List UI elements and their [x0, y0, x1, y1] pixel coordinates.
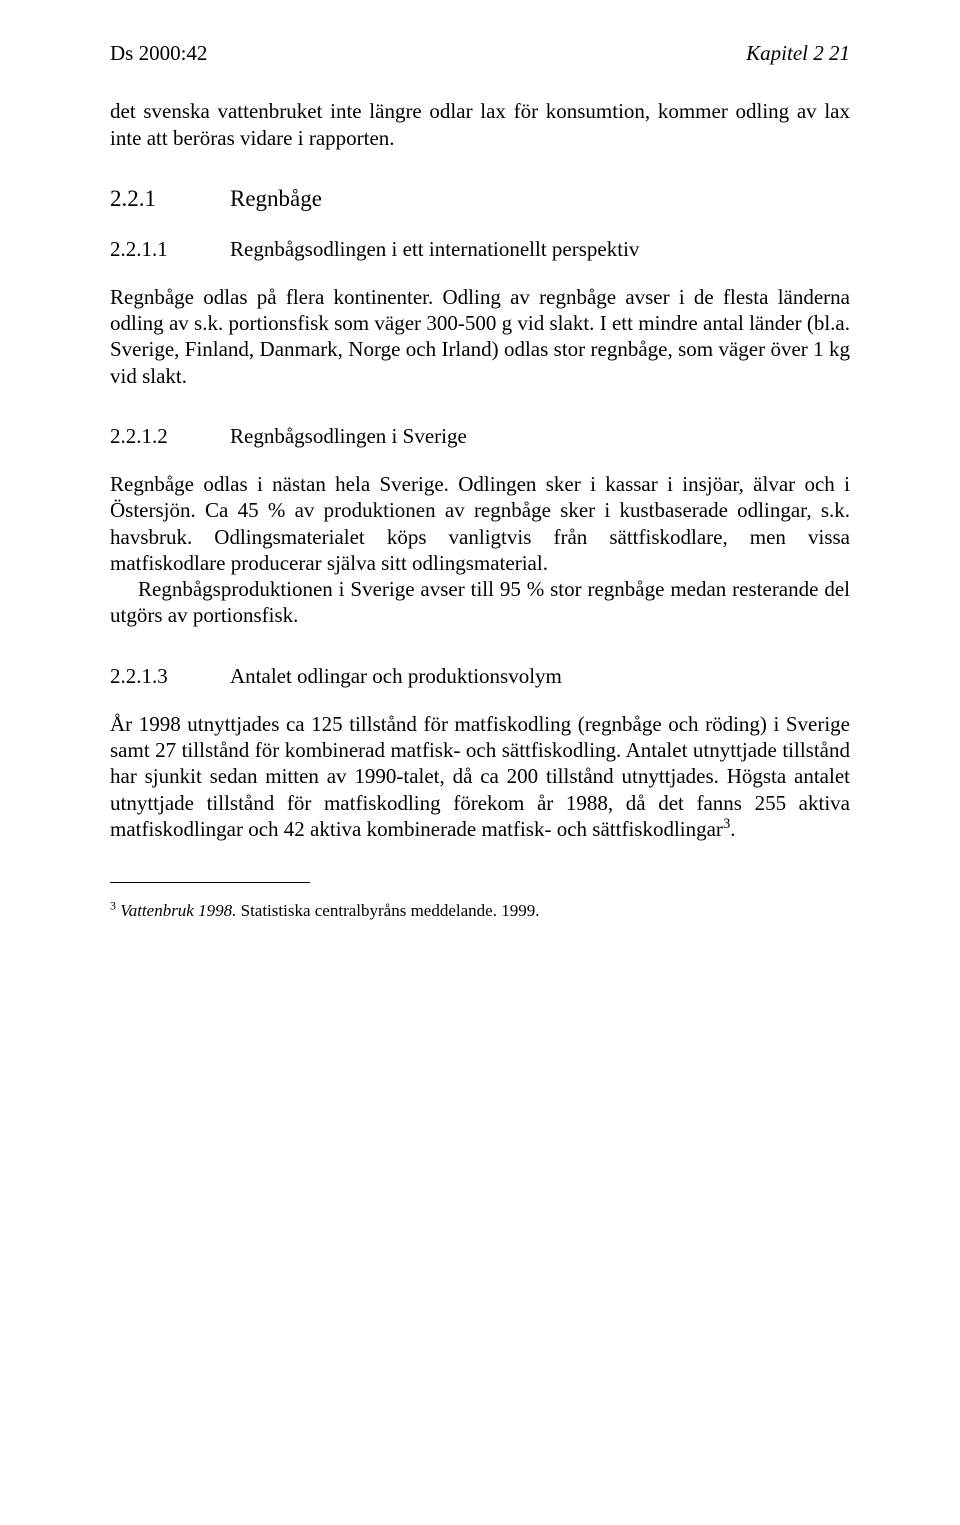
section-2-2-1-1-body: Regnbåge odlas på flera kontinenter. Odl…: [110, 284, 850, 389]
body-post: .: [730, 817, 735, 841]
footnote: 3 Vattenbruk 1998. Statistiska centralby…: [110, 900, 850, 921]
header-left: Ds 2000:42: [110, 40, 207, 66]
footnote-separator: [110, 882, 310, 883]
subsection-number: 2.2.1.3: [110, 663, 230, 689]
subsection-title: Regnbågsodlingen i Sverige: [230, 423, 850, 449]
section-2-2-1-2-p1: Regnbåge odlas i nästan hela Sverige. Od…: [110, 471, 850, 576]
section-2-2-1-2-p2: Regnbågsproduktionen i Sverige avser til…: [110, 576, 850, 629]
page-header: Ds 2000:42 Kapitel 2 21: [110, 40, 850, 66]
section-title: Regnbåge: [230, 185, 850, 214]
subsection-number: 2.2.1.2: [110, 423, 230, 449]
footnote-italic: Vattenbruk 1998.: [120, 901, 236, 920]
section-2-2-1-3: 2.2.1.3 Antalet odlingar och produktions…: [110, 663, 850, 689]
subsection-number: 2.2.1.1: [110, 236, 230, 262]
body-pre: År 1998 utnyttjades ca 125 tillstånd för…: [110, 712, 850, 841]
subsection-title: Antalet odlingar och produktionsvolym: [230, 663, 850, 689]
section-2-2-1-3-body: År 1998 utnyttjades ca 125 tillstånd för…: [110, 711, 850, 842]
section-number: 2.2.1: [110, 185, 230, 214]
section-2-2-1-1: 2.2.1.1 Regnbågsodlingen i ett internati…: [110, 236, 850, 262]
footnote-number: 3: [110, 898, 116, 912]
section-2-2-1: 2.2.1 Regnbåge: [110, 185, 850, 214]
header-right: Kapitel 2 21: [746, 40, 850, 66]
section-2-2-1-2: 2.2.1.2 Regnbågsodlingen i Sverige: [110, 423, 850, 449]
subsection-title: Regnbågsodlingen i ett internationellt p…: [230, 236, 850, 262]
intro-paragraph: det svenska vattenbruket inte längre odl…: [110, 98, 850, 151]
footnote-rest: Statistiska centralbyråns meddelande. 19…: [236, 901, 539, 920]
